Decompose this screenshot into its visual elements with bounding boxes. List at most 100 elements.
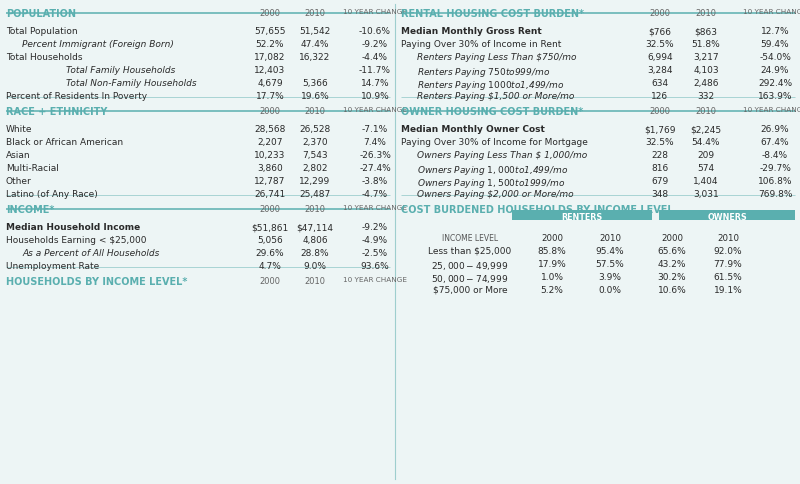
- Text: 10 YEAR CHANGE: 10 YEAR CHANGE: [343, 107, 407, 113]
- Text: 574: 574: [698, 164, 714, 173]
- Text: 30.2%: 30.2%: [658, 272, 686, 281]
- Text: Median Household Income: Median Household Income: [6, 223, 140, 231]
- Text: $47,114: $47,114: [297, 223, 334, 231]
- Text: 29.6%: 29.6%: [256, 248, 284, 257]
- Text: -10.6%: -10.6%: [359, 27, 391, 36]
- Text: $51,861: $51,861: [251, 223, 289, 231]
- Text: 228: 228: [651, 151, 669, 160]
- Text: 2000: 2000: [259, 107, 281, 116]
- Text: $50,000-$74,999: $50,000-$74,999: [431, 272, 509, 285]
- Text: 43.2%: 43.2%: [658, 259, 686, 269]
- Text: 3,860: 3,860: [257, 164, 283, 173]
- Text: 3,217: 3,217: [693, 53, 719, 62]
- Text: Owners Paying $1,500 to $1999/mo: Owners Paying $1,500 to $1999/mo: [417, 177, 566, 190]
- Text: 6,994: 6,994: [647, 53, 673, 62]
- Text: 816: 816: [651, 164, 669, 173]
- Text: POPULATION: POPULATION: [6, 9, 76, 19]
- Text: 51.8%: 51.8%: [692, 40, 720, 49]
- Text: 3,031: 3,031: [693, 190, 719, 198]
- Text: 17.9%: 17.9%: [538, 259, 566, 269]
- Text: 28,568: 28,568: [254, 125, 286, 134]
- Text: 209: 209: [698, 151, 714, 160]
- Text: Owners Paying $1,000 to $1,499/mo: Owners Paying $1,000 to $1,499/mo: [417, 164, 568, 177]
- Text: 57.5%: 57.5%: [596, 259, 624, 269]
- Text: 679: 679: [651, 177, 669, 186]
- Text: Paying Over 30% of Income for Mortgage: Paying Over 30% of Income for Mortgage: [401, 138, 588, 147]
- Text: 19.1%: 19.1%: [714, 286, 742, 294]
- Text: 32.5%: 32.5%: [646, 138, 674, 147]
- Text: 26,528: 26,528: [299, 125, 330, 134]
- Text: HOUSEHOLDS BY INCOME LEVEL*: HOUSEHOLDS BY INCOME LEVEL*: [6, 276, 187, 287]
- Text: 5.2%: 5.2%: [541, 286, 563, 294]
- Text: Unemployment Rate: Unemployment Rate: [6, 261, 99, 271]
- Text: 1,404: 1,404: [694, 177, 718, 186]
- Text: 2010: 2010: [695, 107, 717, 116]
- Text: $863: $863: [694, 27, 718, 36]
- Text: -26.3%: -26.3%: [359, 151, 391, 160]
- Text: -29.7%: -29.7%: [759, 164, 791, 173]
- Text: Owners Paying Less Than $ 1,000/mo: Owners Paying Less Than $ 1,000/mo: [417, 151, 587, 160]
- Bar: [659, 211, 795, 221]
- Text: Median Monthly Gross Rent: Median Monthly Gross Rent: [401, 27, 542, 36]
- Text: 2000: 2000: [650, 9, 670, 18]
- Text: 2000: 2000: [661, 233, 683, 242]
- Text: -4.4%: -4.4%: [362, 53, 388, 62]
- Text: -2.5%: -2.5%: [362, 248, 388, 257]
- Text: 61.5%: 61.5%: [714, 272, 742, 281]
- Bar: [512, 211, 652, 221]
- Text: Total Population: Total Population: [6, 27, 78, 36]
- Text: 1.0%: 1.0%: [541, 272, 563, 281]
- Text: Renters Paying $750 to $999/mo: Renters Paying $750 to $999/mo: [417, 66, 550, 79]
- Text: 51,542: 51,542: [299, 27, 330, 36]
- Text: 292.4%: 292.4%: [758, 79, 792, 88]
- Text: 4,679: 4,679: [257, 79, 283, 88]
- Text: 0.0%: 0.0%: [598, 286, 622, 294]
- Text: 2000: 2000: [259, 9, 281, 18]
- Text: 10 YEAR CHANGE: 10 YEAR CHANGE: [343, 276, 407, 283]
- Text: 19.6%: 19.6%: [301, 92, 330, 101]
- Text: 2,207: 2,207: [258, 138, 282, 147]
- Text: $766: $766: [649, 27, 671, 36]
- Text: 3,284: 3,284: [647, 66, 673, 75]
- Text: Renters Paying Less Than $750/mo: Renters Paying Less Than $750/mo: [417, 53, 577, 62]
- Text: Less than $25,000: Less than $25,000: [428, 246, 512, 256]
- Text: Multi-Racial: Multi-Racial: [6, 164, 59, 173]
- Text: RENTAL HOUSING COST BURDEN*: RENTAL HOUSING COST BURDEN*: [401, 9, 584, 19]
- Text: 85.8%: 85.8%: [538, 246, 566, 256]
- Text: 2010: 2010: [599, 233, 621, 242]
- Text: 47.4%: 47.4%: [301, 40, 330, 49]
- Text: 93.6%: 93.6%: [361, 261, 390, 271]
- Text: $2,245: $2,245: [690, 125, 722, 134]
- Text: 26,741: 26,741: [254, 190, 286, 198]
- Text: Renters Paying $1000 to $1,499/mo: Renters Paying $1000 to $1,499/mo: [417, 79, 565, 92]
- Text: -4.7%: -4.7%: [362, 190, 388, 198]
- Text: 10 YEAR CHANGE: 10 YEAR CHANGE: [743, 107, 800, 113]
- Text: 54.4%: 54.4%: [692, 138, 720, 147]
- Text: Total Non-Family Households: Total Non-Family Households: [66, 79, 197, 88]
- Text: 10.9%: 10.9%: [361, 92, 390, 101]
- Text: 10,233: 10,233: [254, 151, 286, 160]
- Text: 634: 634: [651, 79, 669, 88]
- Text: 2010: 2010: [305, 276, 326, 286]
- Text: -4.9%: -4.9%: [362, 236, 388, 244]
- Text: 12,299: 12,299: [299, 177, 330, 186]
- Text: -54.0%: -54.0%: [759, 53, 791, 62]
- Text: OWNERS: OWNERS: [707, 213, 747, 222]
- Text: Households Earning < $25,000: Households Earning < $25,000: [6, 236, 146, 244]
- Text: 2,486: 2,486: [694, 79, 718, 88]
- Text: 3.9%: 3.9%: [598, 272, 622, 281]
- Text: 77.9%: 77.9%: [714, 259, 742, 269]
- Text: 7.4%: 7.4%: [363, 138, 386, 147]
- Text: $1,769: $1,769: [644, 125, 676, 134]
- Text: INCOME*: INCOME*: [6, 205, 54, 214]
- Text: Percent of Residents In Poverty: Percent of Residents In Poverty: [6, 92, 147, 101]
- Text: 65.6%: 65.6%: [658, 246, 686, 256]
- Text: 9.0%: 9.0%: [303, 261, 326, 271]
- Text: $25,000-$49,999: $25,000-$49,999: [431, 259, 509, 272]
- Text: INCOME LEVEL: INCOME LEVEL: [442, 233, 498, 242]
- Text: $75,000 or More: $75,000 or More: [433, 286, 507, 294]
- Text: 25,487: 25,487: [299, 190, 330, 198]
- Text: 2,802: 2,802: [302, 164, 328, 173]
- Text: -9.2%: -9.2%: [362, 223, 388, 231]
- Text: 4.7%: 4.7%: [258, 261, 282, 271]
